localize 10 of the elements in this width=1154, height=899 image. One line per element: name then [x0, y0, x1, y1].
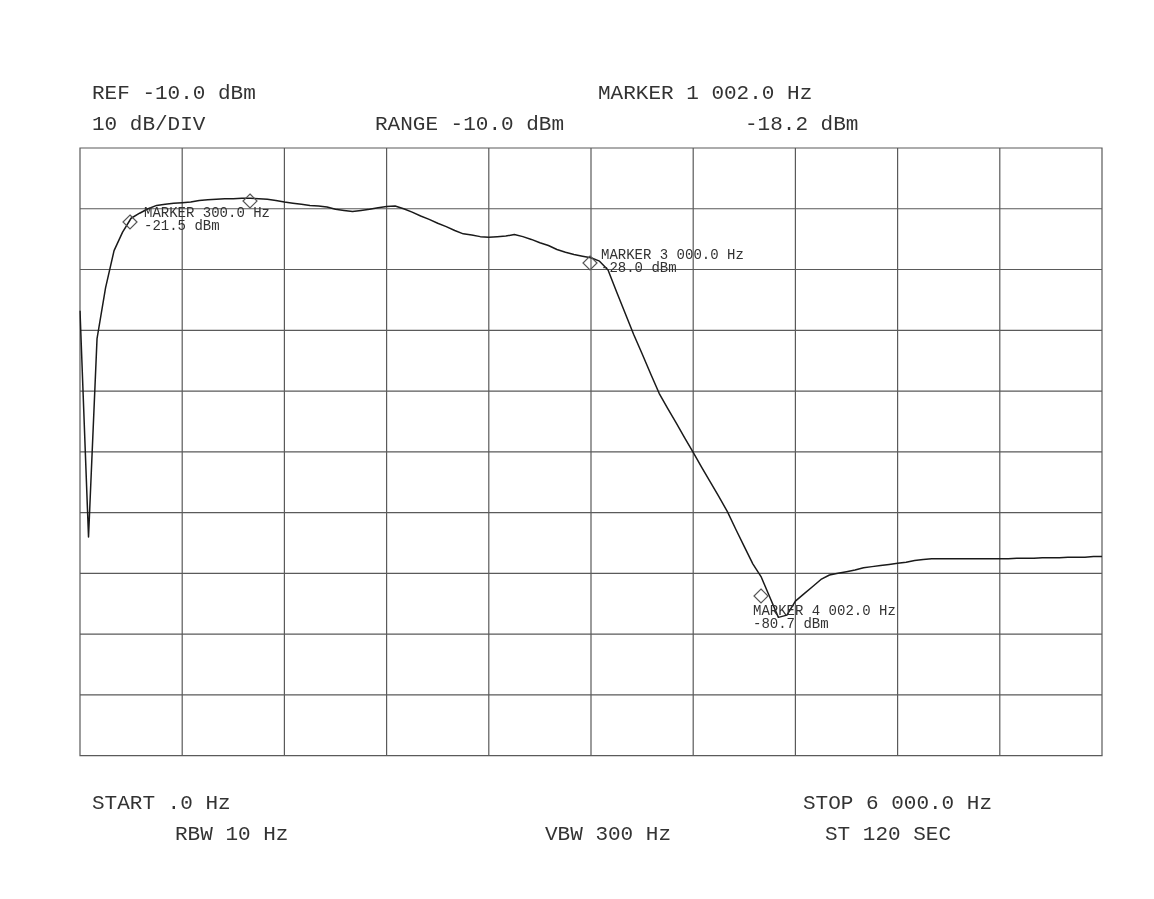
text: -18.2 dBm — [745, 112, 859, 136]
text: REF -10.0 dBm — [92, 81, 256, 105]
text: STOP 6 000.0 Hz — [803, 791, 993, 815]
text: MARKER 1 002.0 Hz — [598, 81, 813, 105]
text: 10 dB/DIV — [92, 112, 206, 136]
text: START .0 Hz — [92, 791, 231, 815]
text: RBW 10 Hz — [175, 822, 289, 846]
text: RANGE -10.0 dBm — [375, 112, 565, 136]
text: ST 120 SEC — [825, 822, 952, 846]
text: VBW 300 Hz — [545, 822, 672, 846]
